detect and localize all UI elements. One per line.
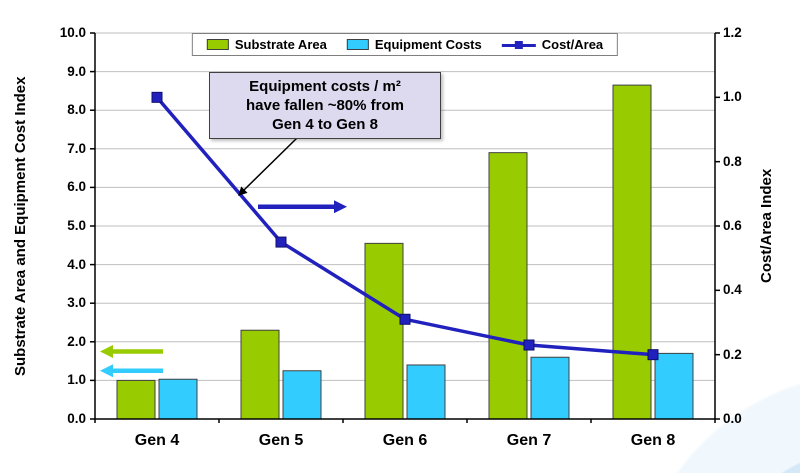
annotation-line: Equipment costs / m² [249,78,401,95]
legend-label: Cost/Area [541,37,604,52]
legend-bar-swatch [346,39,369,50]
bar-equipment-costs-gen-6 [406,364,446,420]
bar-equipment-costs-gen-5 [282,370,322,420]
annotation-line: have fallen ~80% from [246,97,404,114]
legend-item-substrate-area: Substrate Area [206,37,327,52]
bar-equipment-costs-gen-7 [530,356,570,420]
marker-cost-area-gen-6 [399,313,411,325]
right-axis-tick-label: 0.0 [723,411,742,426]
left-axis-tick-label: 0.0 [67,411,86,426]
legend: Substrate Area Equipment Costs Cost/Area [191,33,619,56]
callout-arrow [238,137,298,196]
legend-item-cost-area: Cost/Area [501,37,604,52]
legend-item-equipment-costs: Equipment Costs [346,37,482,52]
left-axis-tick-label: 2.0 [67,333,86,349]
annotation-callout: Equipment costs / m² have fallen ~80% fr… [209,72,441,139]
x-axis-label-gen-4: Gen 4 [134,432,180,449]
right-axis-tick-label: 1.0 [723,89,742,105]
legend-label: Equipment Costs [374,37,482,52]
left-axis-tick-label: 1.0 [67,372,86,388]
left-axis-tick-label: 3.0 [67,295,86,311]
marker-cost-area-gen-5 [275,236,287,248]
right-axis-tick-label: 0.8 [723,153,742,169]
legend-bar-swatch [206,39,229,50]
bar-equipment-costs-gen-8 [654,352,694,420]
bar-substrate-area-gen-7 [488,152,528,420]
marker-cost-area-gen-4 [151,91,163,103]
left-axis-tick-label: 9.0 [67,63,86,79]
marker-cost-area-gen-8 [647,349,659,361]
right-axis-tick-label: 0.6 [723,218,742,233]
legend-line-swatch [501,39,536,51]
right-axis-tick-label: 0.4 [723,282,742,298]
right-axis-tick-label: 1.2 [723,25,742,40]
x-axis-label-gen-6: Gen 6 [382,432,428,449]
left-axis-tick-label: 7.0 [67,140,86,156]
left-axis-tick-label: 10.0 [59,25,86,40]
legend-line-marker [514,40,523,49]
left-axis-tick-label: 8.0 [67,102,86,118]
annotation-line: Gen 4 to Gen 8 [272,116,378,133]
x-axis-label-gen-8: Gen 8 [630,432,676,449]
left-axis-tick-label: 6.0 [67,179,86,195]
bar-substrate-area-gen-4 [116,379,156,420]
marker-cost-area-gen-7 [523,339,535,351]
bar-equipment-costs-gen-4 [158,378,198,420]
x-axis-label-gen-7: Gen 7 [506,432,552,449]
bar-substrate-area-gen-8 [612,84,652,420]
bar-substrate-area-gen-6 [364,242,404,420]
left-axis-tick-label: 5.0 [67,218,86,233]
legend-label: Substrate Area [234,37,327,52]
right-axis-tick-label: 0.2 [723,346,742,362]
left-axis-tick-label: 4.0 [67,256,86,272]
x-axis-label-gen-5: Gen 5 [258,432,304,449]
bar-substrate-area-gen-5 [240,329,280,420]
